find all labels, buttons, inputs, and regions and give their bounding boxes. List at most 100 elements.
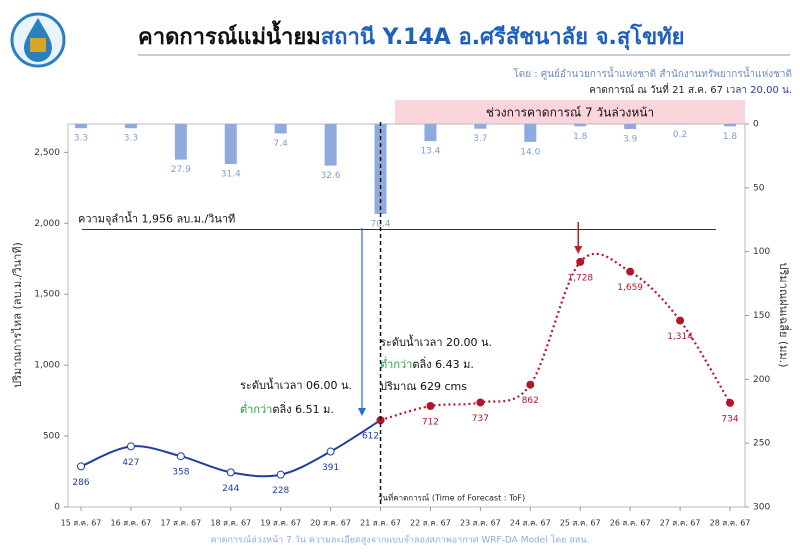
point-label: 427: [122, 458, 139, 468]
rain-bar: [325, 124, 337, 166]
rain-label: 0.2: [673, 130, 687, 140]
x-tick-label: 27 ส.ค. 67: [660, 519, 701, 528]
annotation-line: ปริมาณ 629 cms: [380, 380, 467, 393]
annotation-green: ต่ำกว่า: [240, 401, 272, 416]
rain-label: 3.3: [124, 134, 138, 144]
x-tick-label: 20 ส.ค. 67: [310, 519, 351, 528]
rain-label: 1.8: [723, 132, 738, 142]
y2-tick-label: 250: [753, 439, 770, 449]
point-label: 862: [522, 396, 539, 406]
point-label: 1,659: [617, 283, 643, 293]
y-tick-label: 1,500: [34, 290, 60, 300]
x-tick-label: 16 ส.ค. 67: [111, 519, 152, 528]
rain-bar: [75, 124, 87, 128]
title-station: สถานี Y.14A อ.ศรีสัชนาลัย จ.สุโขทัย: [321, 23, 685, 51]
forecast-hour: เวลา 20.00 น.: [726, 85, 792, 96]
x-tick-label: 23 ส.ค. 67: [460, 519, 501, 528]
rain-label: 3.7: [473, 134, 487, 144]
logo: [12, 14, 64, 66]
x-tick-label: 21 ส.ค. 67: [360, 519, 401, 528]
y-axis-label: ปริมาณการไหล (ลบ.ม./วินาที): [11, 242, 24, 388]
point-label: 228: [272, 486, 289, 496]
rain-bar: [524, 124, 536, 142]
point-label: 391: [322, 463, 339, 473]
series-point: [177, 453, 184, 460]
x-tick-label: 25 ส.ค. 67: [560, 519, 601, 528]
chart-title: คาดการณ์แม่น้ำยมสถานี Y.14A อ.ศรีสัชนาลั…: [138, 20, 685, 51]
series-point: [78, 463, 85, 470]
point-label: 612: [362, 432, 379, 442]
series-point: [227, 469, 234, 476]
series-point: [727, 399, 734, 406]
y2-tick-label: 0: [753, 120, 759, 130]
y2-tick-label: 150: [753, 311, 770, 321]
rain-label: 3.9: [623, 134, 638, 144]
x-tick-label: 18 ส.ค. 67: [210, 519, 251, 528]
series-point: [327, 448, 334, 455]
footer: คาดการณ์ล่วงหน้า 7 วัน ความละเอียดสูงจาก…: [211, 534, 590, 546]
point-label: 737: [472, 414, 489, 424]
point-label: 286: [72, 478, 89, 488]
point-label: 734: [721, 414, 738, 424]
y2-tick-label: 100: [753, 247, 770, 257]
series-point: [127, 443, 134, 450]
series-point: [427, 403, 434, 410]
annotation-text: ตลิ่ง 6.43 ม.: [412, 356, 474, 371]
point-label: 1,728: [567, 273, 593, 283]
annotation-green: ต่ำกว่า: [380, 356, 412, 371]
y-tick-label: 0: [54, 503, 60, 513]
y2-tick-label: 200: [753, 375, 770, 385]
x-tick-label: 17 ส.ค. 67: [160, 519, 201, 528]
annotation-line: ต่ำกว่าตลิ่ง 6.51 ม.: [240, 401, 334, 416]
arrow-head: [574, 246, 582, 254]
annotation-line: ต่ำกว่าตลิ่ง 6.43 ม.: [380, 356, 474, 371]
x-tick-label: 28 ส.ค. 67: [710, 519, 751, 528]
subtitle: โดย : ศูนย์อำนวยการน้ำแห่งชาติ สำนักงานท…: [513, 66, 792, 80]
forecast-date: คาดการณ์ ณ วันที่ 21 ส.ค. 67: [589, 82, 723, 96]
y-tick-label: 2,000: [34, 219, 60, 229]
title-main: คาดการณ์แม่น้ำยม: [138, 20, 321, 50]
rain-bar: [125, 124, 137, 128]
rain-label: 27.9: [171, 165, 191, 175]
y-tick-label: 1,000: [34, 361, 60, 371]
point-label: 244: [222, 484, 239, 494]
tof-label: วันที่คาดการณ์ (Time of Forecast : ToF): [378, 492, 525, 503]
x-tick-label: 26 ส.ค. 67: [610, 519, 651, 528]
rain-bar: [724, 124, 736, 126]
series-point: [677, 317, 684, 324]
forecast-time: คาดการณ์ ณ วันที่ 21 ส.ค. 67 เวลา 20.00 …: [589, 82, 792, 96]
annotation-line: ระดับน้ำเวลา 20.00 น.: [380, 334, 492, 349]
rain-bar: [225, 124, 237, 164]
annotation-text: ตลิ่ง 6.51 ม.: [272, 401, 334, 416]
annotation-line: ระดับน้ำเวลา 06.00 น.: [240, 377, 352, 392]
rain-label: 3.3: [74, 134, 88, 144]
y2-tick-label: 50: [753, 183, 765, 193]
series-point: [577, 258, 584, 265]
rain-bar: [474, 124, 486, 129]
rain-bar: [624, 124, 636, 129]
threshold-label: ความจุลำน้ำ 1,956 ลบ.ม./วินาที: [78, 211, 235, 226]
series-point: [477, 399, 484, 406]
arrow-head: [358, 408, 366, 416]
series-point: [527, 381, 534, 388]
rain-label: 7.4: [274, 139, 289, 149]
y-tick-label: 2,500: [34, 148, 60, 158]
x-tick-label: 15 ส.ค. 67: [61, 519, 102, 528]
series-point: [277, 471, 284, 478]
x-tick-label: 22 ส.ค. 67: [410, 519, 451, 528]
rain-label: 1.8: [573, 132, 588, 142]
point-label: 712: [422, 418, 439, 428]
series-point: [627, 268, 634, 275]
rain-bar: [574, 124, 586, 126]
rain-bar: [175, 124, 187, 160]
point-label: 1,314: [667, 332, 693, 342]
y2-tick-label: 300: [753, 503, 770, 513]
rain-label: 14.0: [520, 147, 540, 157]
y2-axis-label: ปริมาณฝนเฉลี่ย (มม.): [777, 262, 792, 367]
point-label: 358: [172, 468, 189, 478]
rain-bar: [275, 124, 287, 133]
x-tick-label: 24 ส.ค. 67: [510, 519, 551, 528]
y-tick-label: 500: [43, 432, 60, 442]
rain-label: 32.6: [321, 171, 341, 181]
